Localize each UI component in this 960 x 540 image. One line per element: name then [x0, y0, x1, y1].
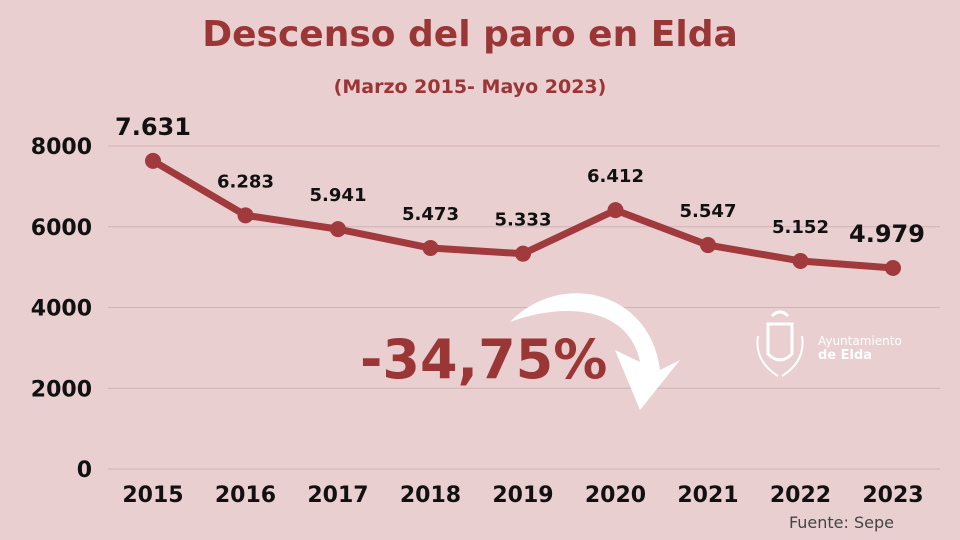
data-label: 6.283: [217, 171, 274, 192]
y-tick-label: 4000: [31, 297, 92, 322]
data-point: [145, 152, 161, 169]
data-label: 7.631: [115, 113, 191, 141]
x-tick-label: 2018: [400, 483, 461, 508]
x-tick-label: 2022: [770, 483, 831, 508]
logo-line1: Ayuntamiento: [818, 334, 902, 348]
data-point: [330, 221, 346, 238]
data-point: [515, 245, 531, 262]
y-tick-label: 0: [77, 458, 92, 483]
percent-change: -34,75%: [360, 328, 608, 391]
y-tick-label: 2000: [31, 377, 92, 402]
data-point: [792, 252, 809, 269]
data-point: [422, 240, 439, 257]
data-label: 5.547: [680, 201, 737, 222]
x-tick-label: 2017: [307, 483, 368, 508]
x-tick-label: 2015: [122, 483, 183, 508]
x-tick-label: 2023: [862, 483, 923, 508]
data-label: 6.412: [587, 166, 644, 187]
data-label: 5.941: [310, 185, 367, 206]
data-point: [700, 237, 716, 254]
data-point: [237, 207, 254, 224]
x-tick-label: 2019: [492, 483, 553, 508]
data-label: 5.473: [402, 204, 459, 225]
data-point: [885, 259, 901, 276]
data-point: [607, 202, 624, 219]
down-arrow-icon: [510, 293, 680, 410]
chart-title: Descenso del paro en Elda: [202, 14, 738, 55]
y-tick-label: 6000: [31, 216, 92, 241]
ayuntamiento-logo: Ayuntamiento de Elda: [750, 306, 920, 386]
y-tick-label: 8000: [31, 135, 92, 160]
data-label: 4.979: [849, 220, 925, 248]
x-tick-label: 2020: [585, 483, 646, 508]
data-label: 5.152: [772, 217, 829, 238]
chart-subtitle: (Marzo 2015- Mayo 2023): [333, 76, 607, 98]
coat-of-arms-icon: [756, 310, 804, 377]
source-note: Fuente: Sepe: [788, 513, 894, 532]
logo-line2: de Elda: [818, 348, 873, 363]
data-label: 5.333: [495, 210, 552, 231]
x-tick-label: 2021: [677, 483, 738, 508]
x-tick-label: 2016: [215, 483, 276, 508]
